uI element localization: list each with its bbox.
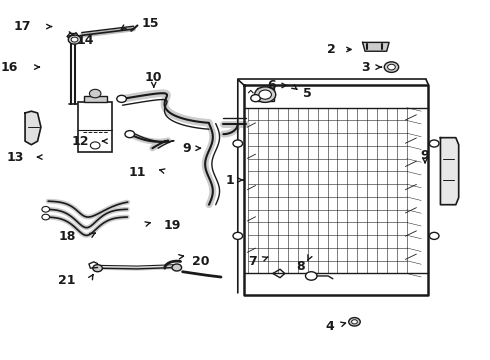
Text: 4: 4 — [325, 320, 334, 333]
Circle shape — [305, 272, 317, 280]
Circle shape — [384, 62, 399, 72]
Text: 10: 10 — [145, 71, 163, 84]
Bar — [84, 96, 107, 102]
Circle shape — [71, 37, 78, 42]
Circle shape — [259, 90, 271, 99]
Circle shape — [117, 95, 126, 102]
Polygon shape — [363, 42, 389, 51]
Text: 3: 3 — [361, 60, 370, 73]
Circle shape — [255, 87, 276, 102]
Text: 18: 18 — [59, 230, 76, 243]
Circle shape — [429, 140, 439, 147]
Circle shape — [233, 232, 243, 239]
Text: 9: 9 — [183, 142, 191, 155]
Text: 16: 16 — [1, 60, 18, 73]
Text: 6: 6 — [268, 79, 276, 92]
Circle shape — [42, 207, 49, 212]
Text: 21: 21 — [58, 274, 76, 287]
Circle shape — [93, 265, 102, 272]
Text: 7: 7 — [248, 255, 257, 267]
Text: 17: 17 — [14, 20, 31, 33]
Text: 5: 5 — [303, 87, 311, 100]
Text: 13: 13 — [7, 150, 24, 163]
Circle shape — [90, 142, 100, 149]
Text: 12: 12 — [72, 135, 89, 148]
Circle shape — [251, 95, 260, 102]
Circle shape — [388, 64, 395, 70]
Polygon shape — [441, 138, 459, 205]
Text: 11: 11 — [129, 166, 147, 179]
Text: 14: 14 — [77, 34, 95, 47]
Text: 19: 19 — [163, 219, 181, 232]
Text: 9: 9 — [421, 149, 429, 162]
Circle shape — [68, 35, 81, 44]
Circle shape — [352, 320, 357, 324]
Bar — [257, 88, 274, 101]
Circle shape — [349, 318, 360, 326]
Text: 20: 20 — [192, 255, 210, 267]
Text: 15: 15 — [142, 17, 159, 30]
Text: 2: 2 — [327, 43, 336, 56]
Circle shape — [233, 140, 243, 147]
Circle shape — [172, 264, 182, 271]
Circle shape — [42, 214, 49, 220]
Polygon shape — [25, 111, 41, 145]
Circle shape — [125, 131, 135, 138]
Text: 1: 1 — [226, 174, 234, 186]
Circle shape — [429, 232, 439, 239]
Text: 8: 8 — [296, 260, 305, 273]
Bar — [78, 102, 113, 152]
Circle shape — [89, 89, 101, 98]
